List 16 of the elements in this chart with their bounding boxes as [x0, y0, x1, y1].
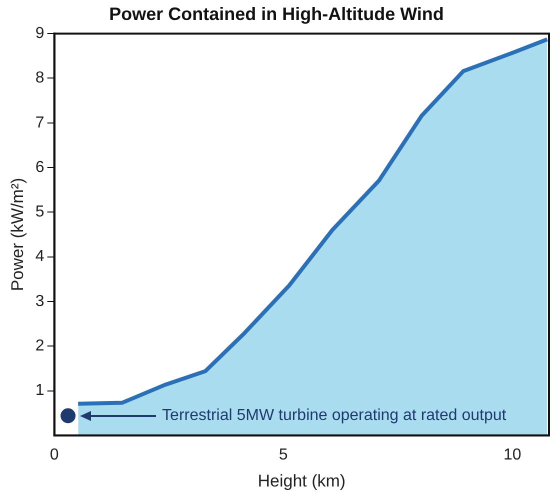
y-tick-label: 9	[35, 25, 44, 42]
x-axis-title: Height (km)	[258, 471, 346, 490]
y-tick-label: 3	[35, 292, 44, 310]
annotation: Terrestrial 5MW turbine operating at rated output	[162, 407, 507, 424]
x-tick-label: 10	[503, 446, 522, 464]
y-tick-label: 2	[35, 338, 44, 355]
x-tick-label: 0	[50, 446, 59, 464]
y-tick-label: 7	[35, 114, 44, 132]
x-tick-label: 5	[278, 446, 288, 464]
y-tick-label: 6	[35, 158, 44, 176]
y-tick-label: 8	[35, 70, 44, 87]
y-tick-label: 4	[35, 248, 44, 266]
y-axis-title: Power (kW/m²)	[8, 178, 27, 292]
y-tick-label: 5	[35, 204, 44, 221]
y-tick-label: 1	[35, 382, 44, 400]
chart-title: Power Contained in High-Altitude Wind	[109, 4, 444, 24]
